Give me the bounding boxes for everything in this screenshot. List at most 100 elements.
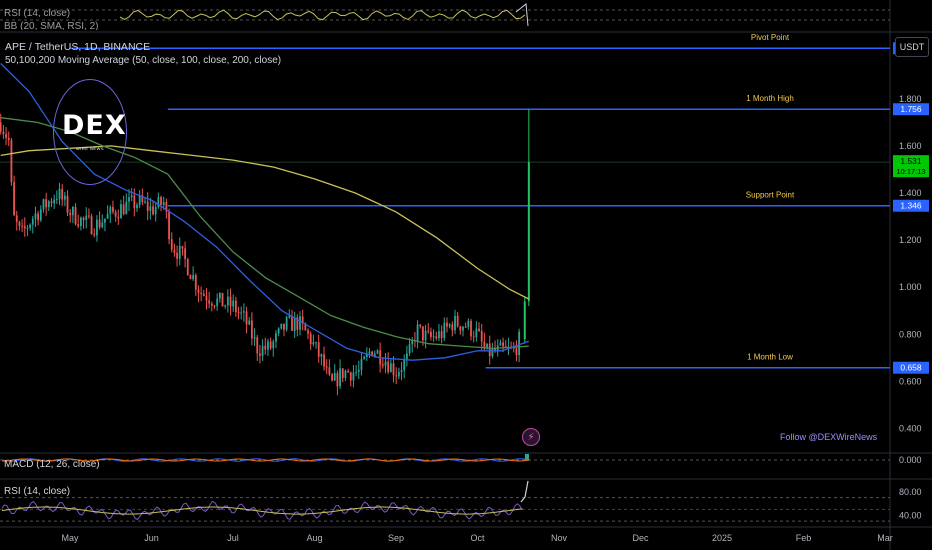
candle-body	[165, 202, 168, 212]
candle-body	[419, 324, 422, 327]
candle-body	[170, 239, 173, 250]
moving-average-legend[interactable]: 50,100,200 Moving Average (50, close, 10…	[5, 55, 282, 66]
candle-body	[256, 337, 259, 354]
candle-body	[47, 201, 50, 208]
candle-body	[85, 215, 88, 221]
candle-body	[478, 328, 480, 331]
candle-body	[267, 341, 269, 350]
candle-body	[90, 216, 93, 235]
candle-body	[523, 301, 526, 339]
candle-body	[114, 211, 117, 217]
macd-label[interactable]: MACD (12, 26, close)	[4, 459, 100, 470]
candle-body	[240, 312, 243, 314]
candle-body	[31, 218, 34, 225]
candle-body	[363, 356, 366, 360]
candle-body	[154, 207, 157, 215]
candle-body	[381, 364, 384, 366]
macd-histogram-bar	[525, 454, 529, 460]
candle-body	[264, 345, 267, 350]
candle-body	[387, 361, 390, 373]
candle-body	[232, 300, 235, 307]
candle-body	[275, 333, 277, 342]
top-bb-label: BB (20, SMA, RSI, 2)	[4, 21, 99, 30]
candle-body	[470, 320, 472, 337]
x-tick-label: Jun	[144, 533, 159, 543]
candle-body	[42, 199, 45, 210]
level-tag	[893, 199, 929, 212]
candle-body	[189, 275, 192, 280]
candle-body	[446, 322, 448, 327]
y-tick-label: 0.400	[899, 423, 922, 433]
candle-body	[149, 206, 152, 211]
candle-body	[304, 323, 307, 331]
candle-body	[224, 305, 227, 307]
candle-body	[504, 346, 507, 348]
candle-body	[66, 195, 69, 213]
candle-body	[483, 341, 486, 349]
candle-body	[373, 353, 376, 356]
chart-title[interactable]: APE / TetherUS, 1D, BINANCE	[5, 41, 151, 53]
candle-body	[283, 323, 285, 330]
candle-body	[456, 315, 459, 327]
candle-body	[384, 361, 387, 366]
candle-body	[448, 324, 451, 327]
candle-body	[221, 292, 224, 307]
candle-body	[186, 259, 189, 276]
candle-body	[213, 305, 216, 307]
candle-body	[128, 197, 130, 202]
candle-body	[502, 342, 504, 347]
candle-body	[376, 350, 379, 354]
currency-button[interactable]: USDT	[895, 37, 929, 57]
candle-body	[293, 317, 296, 331]
candle-body	[299, 316, 301, 330]
candle-body	[312, 342, 315, 345]
candle-body	[307, 330, 309, 334]
candle-body	[336, 373, 339, 387]
candle-body	[176, 252, 178, 259]
candle-body	[10, 140, 13, 183]
candle-body	[397, 372, 400, 377]
candle-body	[15, 215, 18, 222]
candle-body	[205, 295, 208, 301]
candle-body	[472, 336, 475, 338]
candle-body	[63, 195, 66, 200]
candle-body	[451, 324, 454, 331]
x-tick-label: 2025	[712, 533, 732, 543]
follow-text: Follow @DEXWireNews	[780, 432, 878, 442]
candle-body	[226, 296, 229, 306]
top-rsi-line	[119, 9, 526, 21]
price-countdown: 10:17:13	[896, 167, 925, 176]
x-tick-label: Mar	[877, 533, 893, 543]
candle-body	[344, 370, 347, 378]
y-tick-label: 1.800	[899, 94, 922, 104]
candle-body	[74, 206, 77, 225]
candle-body	[360, 359, 363, 370]
candle-body	[136, 204, 138, 209]
candle-body	[242, 311, 245, 313]
candle-body	[93, 234, 96, 236]
candle-body	[79, 217, 82, 227]
rsi-label[interactable]: RSI (14, close)	[4, 486, 71, 497]
candle-body	[245, 311, 248, 325]
rsi-spike	[520, 480, 529, 503]
candle-body	[352, 372, 355, 381]
candle-body	[427, 330, 430, 332]
candle-body	[341, 368, 344, 378]
candle-body	[309, 333, 312, 345]
candle-body	[400, 370, 403, 373]
rsi-ma-line	[1, 506, 523, 515]
candle-body	[285, 317, 288, 330]
candle-body	[403, 359, 406, 371]
candle-body	[29, 224, 32, 229]
candle-body	[69, 212, 72, 216]
candle-body	[424, 330, 427, 341]
level-tag	[893, 361, 929, 374]
candle-body	[277, 328, 280, 334]
candle-body	[411, 339, 414, 345]
logo-text: DEX	[62, 110, 127, 141]
candle-body	[315, 342, 317, 344]
candle-body	[26, 228, 29, 230]
lightning-icon[interactable]: ⚡	[522, 428, 540, 446]
candle-body	[339, 368, 341, 387]
candle-body	[160, 197, 162, 205]
